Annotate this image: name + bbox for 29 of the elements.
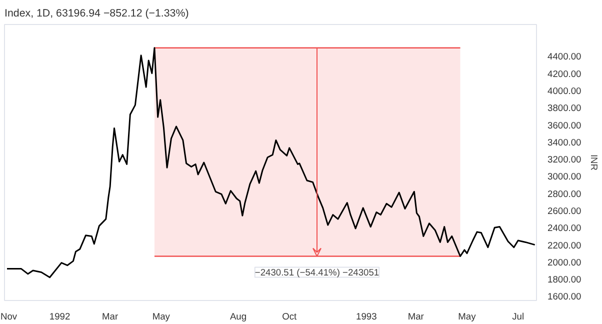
x-tick-label: Nov <box>0 312 18 322</box>
y-tick-label: 3000.00 <box>548 172 582 182</box>
y-tick-label: 2200.00 <box>548 240 582 250</box>
chart-title: Index, 1D, 63196.94 −852.12 (−1.33%) <box>4 8 189 20</box>
y-tick-label: 3800.00 <box>548 103 582 114</box>
y-tick-label: 1600.00 <box>548 292 582 302</box>
x-tick-label: Mar <box>408 312 424 322</box>
x-tick-label: 1993 <box>356 312 377 322</box>
x-tick-label: Mar <box>102 312 118 322</box>
y-axis-title: INR <box>589 154 600 171</box>
y-tick-label: 3400.00 <box>548 137 582 148</box>
x-tick-label: Jul <box>512 312 524 322</box>
y-tick-label: 1800.00 <box>548 274 582 285</box>
y-tick-label: 2400.00 <box>548 223 582 234</box>
y-tick-label: 2000.00 <box>548 257 582 268</box>
x-tick-label: Oct <box>282 312 298 322</box>
x-tick-label: Aug <box>230 312 247 322</box>
y-tick-label: 2800.00 <box>548 188 582 199</box>
y-tick-label: 4400.00 <box>548 52 582 62</box>
y-tick-label: 3200.00 <box>548 154 582 165</box>
y-tick-label: 3600.00 <box>548 120 582 130</box>
x-tick-label: 1992 <box>49 312 70 322</box>
y-tick-label: 4000.00 <box>548 86 582 96</box>
x-tick-label: May <box>152 312 170 322</box>
x-tick-label: May <box>458 312 476 322</box>
line-series <box>6 47 536 278</box>
y-tick-label: 2600.00 <box>548 206 582 216</box>
annotation: −2430.51 (−54.41%) −243051 <box>254 267 380 278</box>
y-tick-label: 4200.00 <box>548 68 582 79</box>
